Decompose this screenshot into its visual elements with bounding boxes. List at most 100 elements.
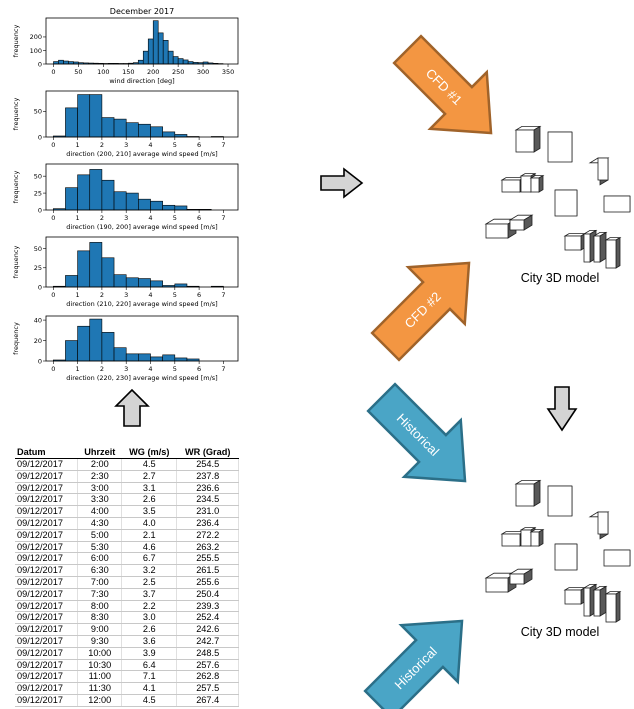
building-front [485, 577, 509, 593]
building-front [593, 589, 601, 617]
table-row: 09/12/2017 2:00 4.5 254.5 [15, 458, 239, 471]
building-top [582, 584, 598, 589]
building-front [530, 531, 540, 547]
building-block [519, 526, 537, 547]
building-block [554, 543, 578, 571]
building-block [508, 214, 534, 231]
table-row: 09/12/2017 5:00 2.1 272.2 [15, 529, 239, 542]
building-block [604, 236, 622, 269]
cell-wr: 263.2 [176, 541, 239, 554]
building-top [514, 479, 542, 485]
building-front [597, 157, 609, 181]
cell-uhrzeit: 2:30 [77, 470, 123, 483]
x-tick-label: 3 [124, 141, 128, 149]
x-tick-label: 200 [147, 68, 159, 76]
cell-datum: 09/12/2017 [15, 647, 79, 660]
x-tick-label: 0 [51, 68, 55, 76]
building-side [507, 218, 517, 239]
building-block [519, 172, 537, 193]
city-model-1-label: City 3D model [521, 271, 600, 285]
building-side [599, 585, 607, 617]
cfd-1-arrow-shape [392, 34, 493, 135]
x-tick-label: 4 [148, 214, 152, 222]
building-top [604, 591, 622, 595]
building-top [519, 173, 537, 177]
histogram-bar [162, 40, 169, 65]
building-side [599, 511, 609, 540]
table-row: 09/12/2017 9:30 3.6 242.7 [15, 635, 239, 648]
cell-uhrzeit: 2:00 [77, 458, 123, 471]
building-block [603, 195, 631, 213]
x-axis-label: direction (220, 230] average wind speed … [66, 374, 217, 382]
cell-wg: 2.6 [121, 493, 178, 507]
histogram-bar [150, 280, 163, 288]
x-tick-label: 1 [76, 141, 80, 149]
y-tick-label: 100 [30, 47, 42, 55]
table-row: 09/12/2017 5:30 4.6 263.2 [15, 541, 239, 554]
table-row: 09/12/2017 7:30 3.7 250.4 [15, 588, 239, 601]
building-front [564, 235, 582, 251]
x-tick-label: 5 [173, 365, 177, 373]
histogram-bar [137, 59, 144, 65]
cfd-2-arrow: CFD #2 [370, 261, 471, 362]
cell-wr: 250.4 [176, 588, 239, 601]
histogram-bar [142, 50, 149, 65]
building-top [500, 177, 526, 181]
header-uhrzeit: Uhrzeit [77, 446, 122, 459]
historical-2-label: Historical [391, 644, 439, 692]
building-side [599, 231, 607, 263]
building-side [538, 174, 544, 193]
building-top [588, 157, 610, 164]
building-side [523, 214, 533, 231]
x-tick-label: 3 [124, 214, 128, 222]
histogram-bar [77, 94, 91, 138]
building-block [592, 231, 608, 263]
histogram-bar [167, 50, 174, 65]
histogram-bar [77, 250, 91, 288]
table-row: 09/12/2017 3:30 2.6 234.5 [15, 493, 239, 507]
cell-wr: 257.6 [176, 659, 239, 672]
histogram-bar [174, 205, 188, 211]
building-front [501, 179, 521, 193]
building-side [530, 526, 536, 547]
cell-wr: 272.2 [176, 529, 239, 542]
down-arrow-icon [546, 386, 578, 432]
cell-wg: 4.5 [121, 458, 178, 471]
x-tick-label: 6 [197, 365, 201, 373]
x-tick-label: 0 [51, 141, 55, 149]
y-tick-label: 0 [38, 283, 42, 291]
cell-datum: 09/12/2017 [15, 552, 79, 566]
cell-uhrzeit: 6:30 [77, 564, 123, 577]
histogram-bar [174, 283, 188, 288]
histogram-bar [77, 174, 91, 211]
cell-uhrzeit: 3:30 [77, 493, 123, 507]
building-top [529, 529, 545, 533]
cell-wg: 2.1 [121, 529, 178, 542]
building-side [530, 172, 536, 193]
right-arrow-icon [320, 167, 364, 199]
up-arrow-icon [114, 388, 150, 427]
building-front [501, 533, 521, 547]
histogram-4: 0 1 2 3 4 5 6 7 0 25 50 direction (210, 220] averag… [12, 236, 239, 308]
histogram-bar [113, 191, 127, 211]
building-block [588, 157, 610, 186]
building-block [484, 218, 518, 239]
building-block [582, 583, 598, 617]
cell-datum: 09/12/2017 [15, 529, 79, 542]
building-front [593, 235, 601, 263]
cell-wr: 231.0 [176, 505, 239, 518]
building-side [615, 590, 621, 623]
cell-datum: 09/12/2017 [15, 588, 79, 601]
building-top [519, 527, 537, 531]
histogram-bar [101, 257, 115, 288]
x-tick-label: 150 [122, 68, 134, 76]
y-axis-label: frequency [12, 171, 20, 204]
cell-wg: 3.7 [121, 588, 178, 601]
building-front [515, 129, 535, 153]
table-row: 09/12/2017 9:00 2.6 242.6 [15, 623, 239, 636]
cell-datum: 09/12/2017 [15, 470, 79, 483]
x-tick-label: 2 [100, 141, 104, 149]
histogram-bar [113, 347, 127, 362]
cell-uhrzeit: 8:30 [77, 611, 123, 625]
